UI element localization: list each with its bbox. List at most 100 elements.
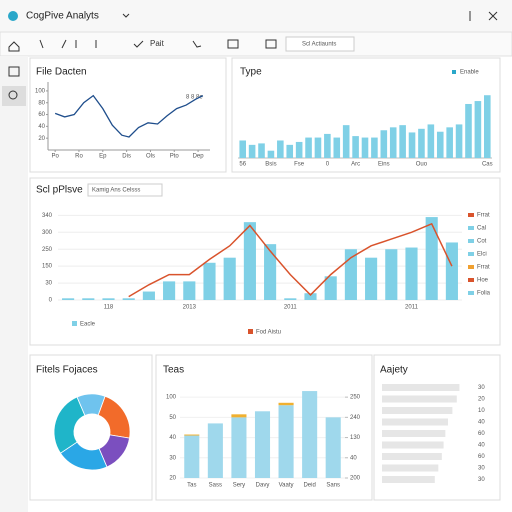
- legend-label: Cot: [477, 239, 487, 245]
- bar: [484, 95, 491, 158]
- legend-label: Hoe: [477, 278, 489, 284]
- toolbar-item[interactable]: Pait: [150, 39, 165, 48]
- bar: [324, 133, 331, 158]
- dropdown-label[interactable]: Kamig Ans Celsss: [92, 188, 140, 194]
- legend-label: Frrat: [477, 213, 490, 219]
- bar: [371, 137, 378, 158]
- y-tick-label: 30: [45, 281, 52, 287]
- bar: [184, 435, 200, 478]
- y-tick-label: 80: [38, 100, 45, 106]
- row-label: 30: [478, 466, 485, 472]
- panel-title: Fitels Fojaces: [36, 365, 98, 376]
- active-tab[interactable]: [2, 86, 26, 106]
- x-tick-label: 2011: [405, 305, 419, 311]
- legend-swatch: [468, 291, 474, 295]
- bar: [82, 298, 95, 300]
- bar: [258, 143, 265, 158]
- x-tick-label: Eins: [378, 162, 390, 168]
- close-button[interactable]: [488, 11, 498, 21]
- panel-title: Scl pPlsve: [36, 185, 83, 196]
- row-label: 10: [478, 408, 485, 414]
- toolbar-item[interactable]: Scl Actiaunts: [302, 42, 336, 48]
- bar: [465, 103, 472, 158]
- bar: [183, 281, 196, 300]
- y-tick-label: 0: [49, 298, 53, 304]
- panel-title: Type: [240, 67, 262, 78]
- bar: [408, 132, 416, 158]
- annotation: 8 8 8e: [186, 95, 203, 101]
- grid-icon[interactable]: [8, 66, 20, 77]
- bar: [62, 298, 75, 300]
- bar: [365, 257, 378, 300]
- toolbar-icons[interactable]: [192, 39, 277, 49]
- bar: [239, 140, 246, 158]
- legend-swatch: [452, 70, 456, 74]
- search-icon[interactable]: [8, 90, 18, 100]
- legend-label: Cal: [477, 226, 486, 232]
- x-tick-label: Dep: [193, 154, 205, 160]
- x-tick-label: Ols: [146, 154, 155, 160]
- legend-swatch: [468, 239, 474, 243]
- toolbar: [0, 31, 512, 57]
- x-tick-label: Pto: [170, 154, 180, 160]
- panel-title: Teas: [163, 365, 184, 376]
- bar: [446, 127, 453, 158]
- bar: [122, 298, 135, 300]
- app-icon: [8, 11, 18, 21]
- row-label: 40: [478, 443, 485, 449]
- row-label: 20: [478, 397, 485, 403]
- x-tick-label: Tas: [187, 483, 196, 489]
- legend-label: Eacle: [80, 322, 96, 328]
- bar: [203, 262, 216, 300]
- bar: [284, 298, 297, 300]
- bar: [389, 127, 397, 158]
- y2-tick-label: 250: [350, 395, 361, 401]
- row-label: 30: [478, 477, 485, 483]
- bar: [361, 137, 369, 158]
- bar: [302, 391, 318, 478]
- x-tick-label: Vaaty: [279, 483, 294, 489]
- x-tick-label: Cas: [482, 162, 493, 168]
- panel-title: Aajety: [380, 365, 408, 376]
- bar: [382, 453, 442, 460]
- bar: [382, 430, 446, 437]
- x-tick-label: 56: [239, 162, 246, 168]
- dropdown[interactable]: [87, 183, 163, 197]
- x-tick-label: Sass: [209, 483, 222, 489]
- bar: [304, 293, 317, 300]
- bar: [382, 464, 439, 472]
- y2-tick-label: 240: [350, 415, 361, 421]
- legend-swatch: [248, 329, 253, 334]
- bar: [264, 244, 277, 300]
- toolbar-tools[interactable]: [39, 39, 97, 49]
- y-tick-label: 340: [42, 213, 53, 219]
- bar: [382, 395, 457, 403]
- bar: [324, 276, 337, 300]
- bar: [277, 140, 284, 158]
- y-tick-label: 150: [42, 264, 53, 270]
- x-tick-label: 2013: [183, 305, 197, 311]
- bar: [325, 417, 341, 478]
- bar: [248, 144, 256, 158]
- title-dropdown[interactable]: [122, 13, 130, 18]
- bar: [102, 298, 115, 300]
- bar: [163, 281, 176, 300]
- bar: [142, 291, 155, 300]
- x-tick-label: Fse: [294, 162, 305, 168]
- y-tick-label: 20: [38, 136, 45, 142]
- check-tool[interactable]: [133, 40, 144, 48]
- x-tick-label: 2011: [284, 305, 298, 311]
- legend-label: Elci: [477, 252, 487, 258]
- bar: [382, 476, 435, 483]
- legend-swatch: [72, 321, 77, 326]
- bar: [445, 242, 458, 300]
- y2-tick-label: 200: [350, 476, 361, 482]
- home-icon[interactable]: [8, 41, 20, 52]
- bar: [267, 150, 275, 158]
- bar: [474, 101, 482, 158]
- y-tick-label: 50: [169, 415, 176, 421]
- bar: [342, 125, 350, 158]
- app-title: CogPive Analyts: [26, 11, 99, 22]
- toolbar-dropdown[interactable]: [285, 36, 355, 52]
- legend-swatch: [468, 265, 474, 269]
